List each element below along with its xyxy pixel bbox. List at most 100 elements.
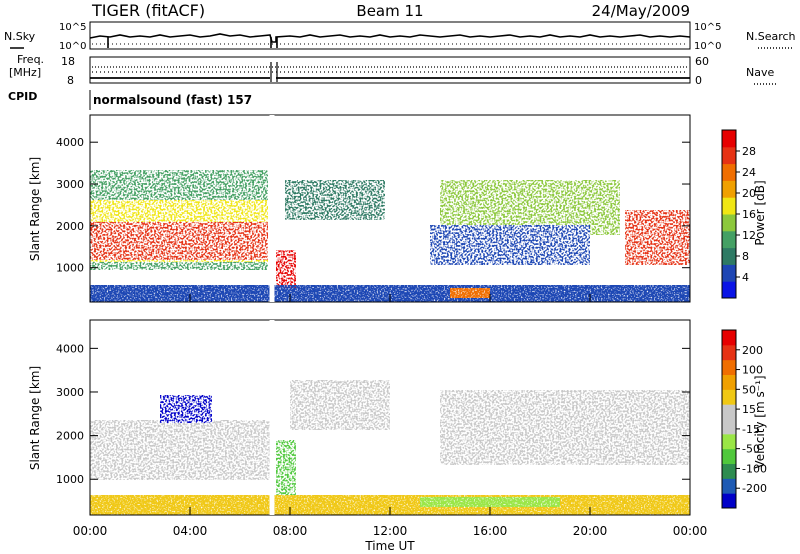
power-heatmap: [90, 170, 690, 302]
freq-tick-top: 18: [61, 55, 75, 68]
power-colorbar-segment: [722, 214, 736, 232]
xtick-label: 12:00: [373, 524, 408, 538]
velocity-colorbar-segment: [722, 433, 736, 450]
beam-label: Beam 11: [356, 2, 423, 20]
velocity-colorbar-tick-label: 200: [742, 344, 763, 357]
nave-tick-bottom: 0: [695, 74, 702, 87]
power-colorbar-segment: [722, 230, 736, 249]
velocity-panel: 1000 2000 3000 4000 00:00 04:00 08:00 12:00 16:…: [56, 294, 707, 538]
power-colorbar-segment: [722, 180, 736, 198]
power-colorbar-tick-label: 24: [742, 166, 756, 179]
velocity-y-ticks: 1000 2000 3000 4000: [56, 342, 690, 486]
xtick-label: 04:00: [173, 524, 208, 538]
velocity-colorbar-segment: [722, 478, 736, 494]
power-colorbar-segment: [722, 264, 736, 282]
velocity-colorbar: 200 100 50 15 -15 -50 -100 -200: [721, 329, 767, 509]
xtick-label: 00:00: [73, 524, 108, 538]
noise-sky-trace: [89, 33, 691, 43]
power-ytick-label: 4000: [56, 136, 84, 149]
velocity-colorbar-segment: [722, 359, 736, 375]
power-ytick-label: 2000: [56, 220, 84, 233]
velocity-ytick-label: 4000: [56, 342, 84, 355]
freq-tick-bottom: 8: [67, 74, 74, 87]
noise-tick-right-top: 10^5: [694, 22, 721, 33]
velocity-colorbar-segment: [722, 344, 736, 361]
power-colorbar: 28 24 20 16 12 8 4: [721, 129, 756, 299]
velocity-colorbar-segment: [722, 330, 736, 346]
velocity-colorbar-tick-label: -100: [742, 462, 767, 475]
power-colorbar-segment: [722, 281, 736, 299]
power-colorbar-tick-label: 16: [742, 208, 756, 221]
power-blob-3: [285, 180, 385, 220]
power-colorbar-tick-label: 12: [742, 229, 756, 242]
freq-nave-panel: [89, 56, 691, 84]
velocity-ylabel: Slant Range [km]: [28, 366, 42, 470]
noise-tick-right-bottom: 10^0: [694, 41, 721, 52]
power-ytick-label: 1000: [56, 262, 84, 275]
xtick-label: 20:00: [573, 524, 608, 538]
power-colorbar-segment: [722, 163, 736, 181]
velocity-blob-3: [276, 440, 296, 495]
velocity-blob-4: [290, 380, 390, 430]
nave-tick-top: 60: [695, 55, 709, 68]
velocity-ytick-label: 3000: [56, 386, 84, 399]
power-colorbar-segment: [722, 197, 736, 215]
nave-label: Nave: [746, 66, 774, 79]
power-blob-2: [276, 250, 296, 288]
velocity-colorbar-frame: [721, 329, 737, 509]
velocity-colorbar-segment: [722, 404, 736, 420]
figure-title: TIGER (fitACF): [91, 1, 205, 20]
velocity-blob-1: [90, 420, 270, 480]
velocity-heatmap: [90, 380, 690, 515]
cpid-label: CPID: [8, 90, 37, 103]
power-colorbar-tick-label: 20: [742, 187, 756, 200]
date-label: 24/May/2009: [592, 2, 690, 20]
velocity-colorbar-segment: [722, 463, 736, 479]
velocity-colorbar-segment: [722, 374, 736, 390]
velocity-colorbar-tick-label: 50: [742, 383, 756, 396]
velocity-ground-green: [420, 497, 560, 507]
power-y-ticks: 1000 2000 3000 4000: [56, 136, 690, 275]
velocity-x-ticks: 00:00 04:00 08:00 12:00 16:00 20:00 00:00: [73, 294, 708, 538]
velocity-colorbar-tick-label: 15: [742, 403, 756, 416]
power-panel: 1000 2000 3000 4000: [56, 114, 691, 303]
xtick-label: 00:00: [673, 524, 708, 538]
power-blob-5: [625, 210, 690, 265]
velocity-colorbar-segment: [722, 389, 736, 405]
noise-panel: [89, 21, 691, 50]
noise-tick-left-top: 10^5: [59, 22, 86, 33]
velocity-colorbar-segment: [722, 493, 736, 509]
xtick-label: 08:00: [273, 524, 308, 538]
x-axis-label: Time UT: [364, 539, 415, 553]
velocity-colorbar-tick-label: 100: [742, 364, 763, 377]
power-ylabel: Slant Range [km]: [28, 157, 42, 261]
power-ytick-label: 3000: [56, 178, 84, 191]
velocity-blob-2: [160, 395, 212, 423]
power-colorbar-segment: [722, 130, 736, 148]
nsearch-label: N.Search: [746, 30, 796, 43]
velocity-colorbar-label: Velocity [m s⁻¹]: [753, 375, 767, 468]
mode-label: normalsound (fast) 157: [93, 93, 252, 107]
velocity-colorbar-segment: [722, 448, 736, 464]
power-colorbar-tick-label: 28: [742, 145, 756, 158]
power-colorbar-segment: [722, 146, 736, 165]
velocity-colorbar-tick-label: -200: [742, 482, 767, 495]
xtick-label: 16:00: [473, 524, 508, 538]
power-colorbar-label: Power [dB]: [753, 180, 767, 245]
velocity-ytick-label: 1000: [56, 473, 84, 486]
power-ground-hot: [450, 288, 490, 298]
velocity-blob-5: [440, 390, 690, 465]
velocity-colorbar-segment: [722, 419, 736, 435]
velocity-colorbar-tick-label: -15: [742, 423, 760, 436]
freq-label: Freq.: [17, 53, 44, 66]
power-blob-6: [430, 225, 590, 265]
power-colorbar-tick-label: 8: [742, 250, 749, 263]
power-ground-band: [90, 285, 690, 302]
noise-tick-left-bottom: 10^0: [59, 41, 86, 52]
freq-unit-label: [MHz]: [9, 66, 41, 79]
power-colorbar-segment: [722, 247, 736, 265]
power-blob-1-core: [90, 222, 268, 260]
velocity-ytick-label: 2000: [56, 430, 84, 443]
nsky-label: N.Sky: [4, 30, 36, 43]
